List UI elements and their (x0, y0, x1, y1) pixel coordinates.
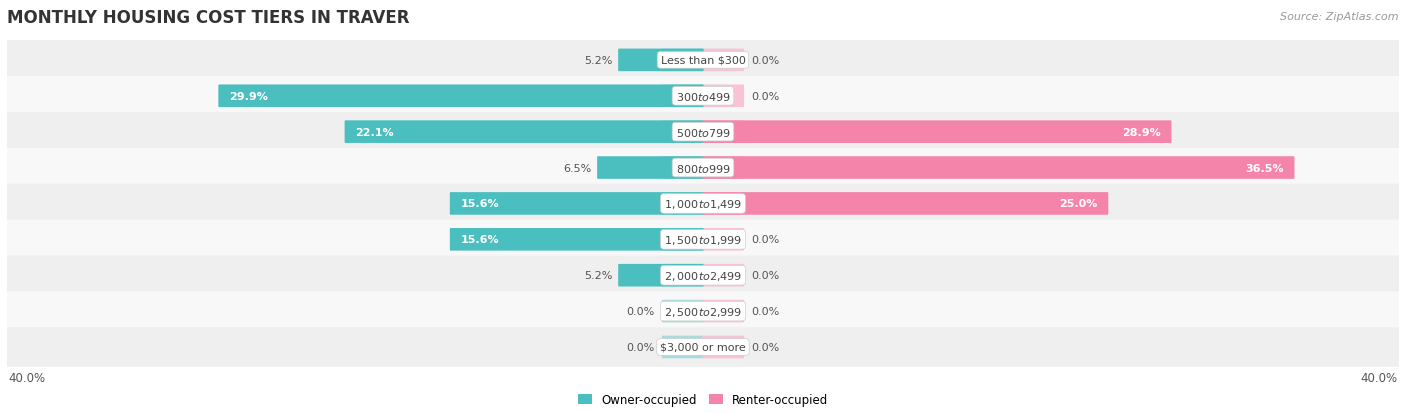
Text: 22.1%: 22.1% (354, 127, 394, 137)
Text: 5.2%: 5.2% (583, 271, 613, 280)
Text: 25.0%: 25.0% (1060, 199, 1098, 209)
Text: 0.0%: 0.0% (752, 235, 780, 245)
Text: $3,000 or more: $3,000 or more (661, 342, 745, 352)
FancyBboxPatch shape (703, 300, 744, 323)
FancyBboxPatch shape (703, 85, 744, 108)
FancyBboxPatch shape (703, 192, 744, 215)
FancyBboxPatch shape (6, 292, 1400, 331)
FancyBboxPatch shape (6, 220, 1400, 259)
Text: 5.2%: 5.2% (583, 56, 613, 66)
Text: $2,500 to $2,999: $2,500 to $2,999 (664, 305, 742, 318)
FancyBboxPatch shape (703, 228, 744, 251)
FancyBboxPatch shape (662, 228, 703, 251)
Text: $1,000 to $1,499: $1,000 to $1,499 (664, 197, 742, 210)
Text: $2,000 to $2,499: $2,000 to $2,499 (664, 269, 742, 282)
Text: 0.0%: 0.0% (752, 271, 780, 280)
FancyBboxPatch shape (703, 192, 1108, 215)
FancyBboxPatch shape (662, 121, 703, 144)
Text: 0.0%: 0.0% (752, 56, 780, 66)
FancyBboxPatch shape (6, 77, 1400, 116)
Text: $800 to $999: $800 to $999 (675, 162, 731, 174)
Text: 29.9%: 29.9% (229, 92, 267, 102)
Text: $500 to $799: $500 to $799 (675, 126, 731, 138)
Legend: Owner-occupied, Renter-occupied: Owner-occupied, Renter-occupied (572, 388, 834, 411)
FancyBboxPatch shape (662, 300, 703, 323)
FancyBboxPatch shape (662, 50, 703, 72)
FancyBboxPatch shape (703, 50, 744, 72)
FancyBboxPatch shape (662, 336, 703, 358)
FancyBboxPatch shape (703, 121, 744, 144)
FancyBboxPatch shape (344, 121, 703, 144)
Text: 15.6%: 15.6% (460, 199, 499, 209)
Text: $300 to $499: $300 to $499 (675, 90, 731, 102)
FancyBboxPatch shape (218, 85, 703, 108)
FancyBboxPatch shape (6, 256, 1400, 295)
Text: 36.5%: 36.5% (1246, 163, 1284, 173)
FancyBboxPatch shape (703, 336, 744, 358)
FancyBboxPatch shape (662, 85, 703, 108)
Text: 0.0%: 0.0% (626, 306, 654, 316)
Text: 0.0%: 0.0% (752, 92, 780, 102)
FancyBboxPatch shape (662, 192, 703, 215)
Text: Less than $300: Less than $300 (661, 56, 745, 66)
Text: 40.0%: 40.0% (1361, 371, 1398, 384)
Text: 28.9%: 28.9% (1122, 127, 1161, 137)
FancyBboxPatch shape (6, 184, 1400, 223)
FancyBboxPatch shape (6, 113, 1400, 152)
FancyBboxPatch shape (619, 50, 703, 72)
FancyBboxPatch shape (598, 157, 703, 179)
FancyBboxPatch shape (6, 328, 1400, 367)
FancyBboxPatch shape (450, 228, 703, 251)
FancyBboxPatch shape (662, 157, 703, 179)
Text: 40.0%: 40.0% (8, 371, 45, 384)
FancyBboxPatch shape (6, 148, 1400, 188)
Text: 0.0%: 0.0% (752, 342, 780, 352)
FancyBboxPatch shape (703, 121, 1171, 144)
Text: MONTHLY HOUSING COST TIERS IN TRAVER: MONTHLY HOUSING COST TIERS IN TRAVER (7, 9, 409, 27)
FancyBboxPatch shape (703, 157, 744, 179)
Text: Source: ZipAtlas.com: Source: ZipAtlas.com (1281, 12, 1399, 22)
FancyBboxPatch shape (703, 157, 1295, 179)
Text: 0.0%: 0.0% (626, 342, 654, 352)
Text: $1,500 to $1,999: $1,500 to $1,999 (664, 233, 742, 246)
FancyBboxPatch shape (6, 41, 1400, 81)
Text: 0.0%: 0.0% (752, 306, 780, 316)
FancyBboxPatch shape (662, 264, 703, 287)
FancyBboxPatch shape (703, 264, 744, 287)
FancyBboxPatch shape (450, 192, 703, 215)
Text: 6.5%: 6.5% (562, 163, 592, 173)
Text: 15.6%: 15.6% (460, 235, 499, 245)
FancyBboxPatch shape (619, 264, 703, 287)
